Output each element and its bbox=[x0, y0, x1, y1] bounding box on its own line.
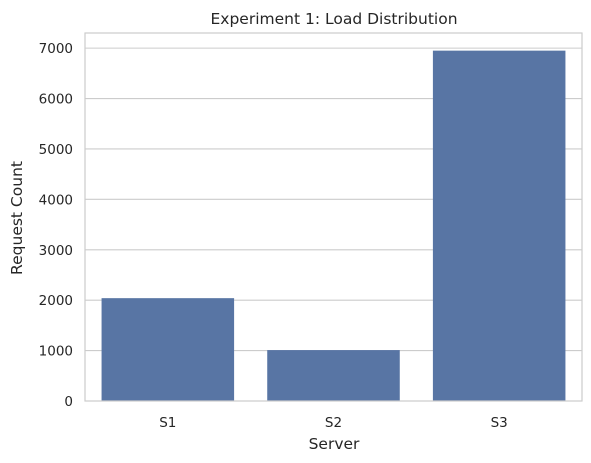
x-tick-label: S1 bbox=[159, 415, 176, 431]
chart-title: Experiment 1: Load Distribution bbox=[210, 10, 457, 28]
y-tick-label: 6000 bbox=[39, 92, 73, 108]
y-axis-label: Request Count bbox=[8, 161, 26, 275]
y-tick-label: 1000 bbox=[39, 344, 73, 360]
bar-s3 bbox=[432, 50, 566, 402]
bar-s2 bbox=[267, 350, 400, 401]
y-tick-label: 0 bbox=[64, 394, 73, 410]
bars bbox=[101, 50, 566, 402]
y-tick-label: 7000 bbox=[39, 41, 73, 57]
x-axis-label: Server bbox=[309, 435, 360, 453]
y-tick-label: 3000 bbox=[39, 243, 73, 259]
bar-s1 bbox=[101, 298, 235, 401]
y-tick-label: 4000 bbox=[39, 192, 73, 208]
x-tick-labels: S1 S2 S3 bbox=[159, 415, 508, 431]
y-tick-labels: 0 1000 2000 3000 4000 5000 6000 7000 bbox=[39, 41, 73, 410]
y-tick-label: 2000 bbox=[39, 293, 73, 309]
x-tick-label: S3 bbox=[491, 415, 508, 431]
plot-frame bbox=[84, 32, 583, 402]
y-tick-label: 5000 bbox=[39, 142, 73, 158]
x-tick-label: S2 bbox=[325, 415, 342, 431]
